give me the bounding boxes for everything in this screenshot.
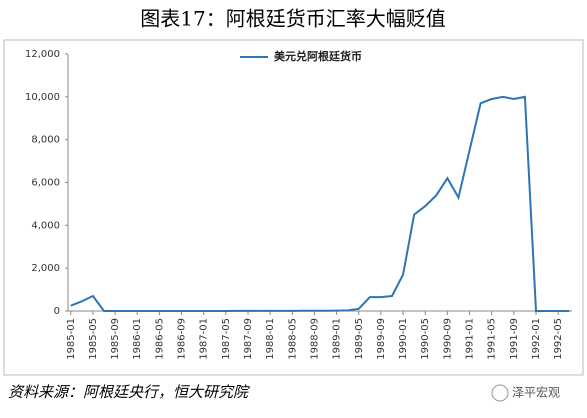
y-tick-label: 8,000 bbox=[31, 135, 60, 146]
x-tick-label: 1989-09 bbox=[376, 318, 387, 360]
title: 图表17：阿根廷货币汇率大幅贬值 bbox=[140, 7, 445, 31]
y-tick-label: 2,000 bbox=[31, 263, 60, 274]
watermark-icon bbox=[491, 384, 509, 402]
x-tick-label: 1987-09 bbox=[243, 318, 254, 360]
y-tick-label: 4,000 bbox=[31, 220, 60, 231]
x-tick-label: 1991-09 bbox=[509, 318, 520, 360]
series-line bbox=[70, 95, 570, 312]
x-tick-label: 1990-05 bbox=[420, 318, 431, 360]
y-tick-label: 12,000 bbox=[25, 49, 60, 60]
y-tick-label: 0 bbox=[54, 306, 60, 317]
source: 资料来源：阿根廷央行，恒大研究院 bbox=[8, 383, 250, 401]
x-tick-label: 1986-01 bbox=[132, 318, 143, 360]
x-tick-label: 1988-01 bbox=[265, 318, 276, 360]
x-tick-label: 1992-05 bbox=[553, 318, 564, 360]
watermark: 泽平宏观 bbox=[512, 385, 560, 400]
x-tick-label: 1985-05 bbox=[88, 318, 99, 360]
x-tick-label: 1989-05 bbox=[354, 318, 365, 360]
chart-frame bbox=[3, 39, 584, 376]
x-tick-label: 1991-05 bbox=[487, 318, 498, 360]
x-tick-label: 1988-05 bbox=[287, 318, 298, 360]
x-tick-label: 1985-09 bbox=[110, 318, 121, 360]
x-tick-label: 1990-01 bbox=[398, 318, 409, 360]
legend-label: 美元兑阿根廷货币 bbox=[274, 49, 362, 63]
y-tick-label: 10,000 bbox=[25, 92, 60, 103]
x-tick-label: 1988-09 bbox=[309, 318, 320, 360]
x-tick-label: 1989-01 bbox=[332, 318, 343, 360]
x-tick-label: 1985-01 bbox=[66, 318, 77, 360]
x-tick-label: 1987-05 bbox=[221, 318, 232, 360]
x-tick-label: 1986-09 bbox=[177, 318, 188, 360]
y-tick-label: 6,000 bbox=[31, 178, 60, 189]
x-tick-label: 1986-05 bbox=[154, 318, 165, 360]
x-tick-label: 1987-01 bbox=[199, 318, 210, 360]
x-tick-label: 1992-01 bbox=[531, 318, 542, 360]
x-tick-label: 1991-01 bbox=[465, 318, 476, 360]
x-tick-label: 1990-09 bbox=[442, 318, 453, 360]
